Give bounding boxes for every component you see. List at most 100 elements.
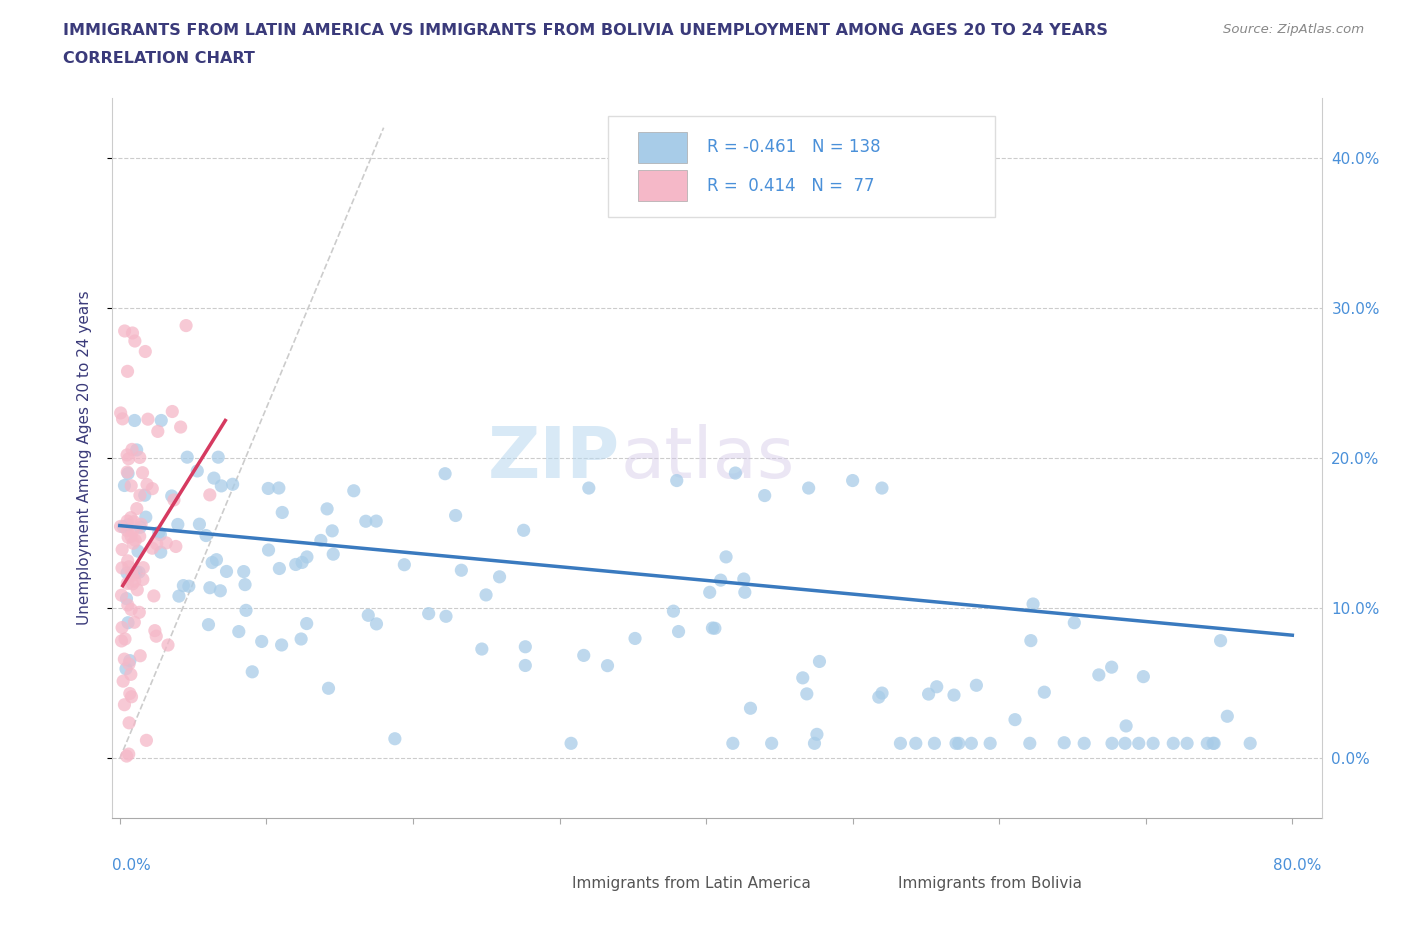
Point [202,471,225,485]
Text: R =  0.414   N =  77: R = 0.414 N = 77 [707,177,875,194]
Point [188,517,211,532]
Point [111,542,134,557]
Point [125,501,148,516]
Point [114,698,136,712]
Point [624,631,647,646]
Point [1063,616,1085,631]
Point [1197,736,1219,751]
Point [150,413,173,428]
Point [1175,736,1198,751]
Point [132,572,155,587]
Point [110,588,132,603]
Point [1132,670,1154,684]
Point [136,412,159,427]
Point [129,520,152,535]
Point [120,602,142,617]
Point [165,539,187,554]
Point [136,477,159,492]
Text: CORRELATION CHART: CORRELATION CHART [63,51,254,66]
Point [904,736,927,751]
Point [250,634,273,649]
Point [1114,736,1136,751]
Point [121,577,143,591]
Point [121,565,143,580]
Point [117,598,139,613]
Point [174,318,197,333]
Point [702,620,724,635]
Point [111,561,134,576]
Point [135,510,157,525]
Point [124,533,146,548]
Point [117,364,139,379]
Point [1216,709,1239,724]
Point [128,529,150,544]
Point [257,481,280,496]
Point [118,686,141,701]
Point [1004,712,1026,727]
Point [284,557,307,572]
Point [127,582,149,597]
Point [796,686,818,701]
Point [572,648,595,663]
Point [434,609,457,624]
Point [291,555,314,570]
Point [156,638,179,653]
Point [134,344,156,359]
FancyBboxPatch shape [475,861,530,882]
Point [117,466,139,481]
Point [205,552,228,567]
Point [110,405,132,420]
Point [117,517,139,532]
Point [201,555,224,570]
Point [662,604,685,618]
Point [366,513,388,528]
Point [177,578,200,593]
Point [512,523,534,538]
Point [269,561,291,576]
Point [1239,736,1261,751]
Point [515,658,537,673]
Point [808,654,831,669]
Point [733,572,755,587]
Point [112,673,135,688]
Point [578,481,600,496]
Point [1115,719,1137,734]
Point [841,473,863,488]
Point [1019,633,1042,648]
Point [948,736,970,751]
Point [117,451,139,466]
Point [754,488,776,503]
Point [118,747,141,762]
Point [322,547,344,562]
Point [114,324,136,339]
Point [198,487,221,502]
Point [198,580,221,595]
Point [117,465,139,480]
Point [110,633,132,648]
Point [121,442,143,457]
Point [1033,684,1056,699]
Point [309,533,332,548]
Point [145,537,167,551]
Point [488,569,510,584]
Text: atlas: atlas [620,423,794,493]
Point [131,465,153,480]
Point [122,514,145,529]
Text: 0.0%: 0.0% [112,858,152,873]
Point [141,481,163,496]
Point [924,736,946,751]
Point [1018,736,1040,751]
Point [889,736,911,751]
Point [125,565,148,579]
Point [1209,633,1232,648]
FancyBboxPatch shape [638,132,686,163]
Point [121,567,143,582]
Point [1142,736,1164,751]
Point [1128,736,1150,751]
Point [515,639,537,654]
Point [141,540,163,555]
Point [121,689,143,704]
Point [124,413,146,428]
FancyBboxPatch shape [609,115,995,217]
Point [117,530,139,545]
